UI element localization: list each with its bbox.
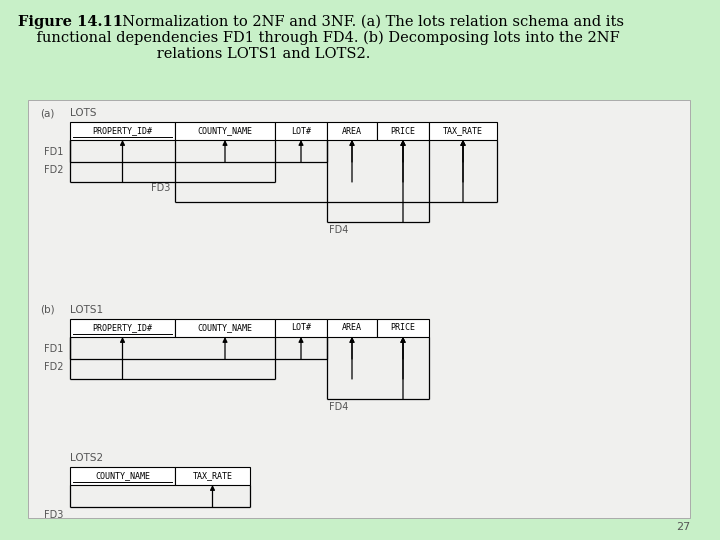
Text: FD3: FD3 bbox=[150, 183, 170, 193]
Bar bbox=[70, 467, 175, 485]
Bar bbox=[327, 319, 377, 337]
Text: FD1: FD1 bbox=[44, 147, 63, 157]
Text: TAX_RATE: TAX_RATE bbox=[192, 471, 233, 481]
Bar bbox=[175, 122, 275, 140]
Text: relations LOTS1 and LOTS2.: relations LOTS1 and LOTS2. bbox=[18, 47, 370, 61]
Text: FD1: FD1 bbox=[44, 344, 63, 354]
Text: PROPERTY_ID#: PROPERTY_ID# bbox=[92, 323, 153, 333]
Bar bbox=[429, 122, 497, 140]
Text: COUNTY_NAME: COUNTY_NAME bbox=[95, 471, 150, 481]
Text: Normalization to 2NF and 3NF. (a) The lots relation schema and its: Normalization to 2NF and 3NF. (a) The lo… bbox=[113, 15, 624, 29]
Text: functional dependencies FD1 through FD4. (b) Decomposing lots into the 2NF: functional dependencies FD1 through FD4.… bbox=[18, 31, 620, 45]
Bar bbox=[70, 122, 175, 140]
Bar bbox=[377, 319, 429, 337]
Text: FD2: FD2 bbox=[44, 362, 63, 372]
Text: AREA: AREA bbox=[342, 323, 362, 333]
Bar bbox=[70, 319, 175, 337]
Text: PRICE: PRICE bbox=[390, 126, 415, 136]
Text: LOT#: LOT# bbox=[291, 126, 311, 136]
Text: PRICE: PRICE bbox=[390, 323, 415, 333]
Text: FD4: FD4 bbox=[329, 225, 348, 235]
Text: LOTS1: LOTS1 bbox=[70, 305, 103, 315]
Text: FD4: FD4 bbox=[329, 402, 348, 412]
Bar bbox=[377, 122, 429, 140]
Bar bbox=[275, 122, 327, 140]
Text: LOTS: LOTS bbox=[70, 108, 96, 118]
Bar bbox=[175, 467, 250, 485]
Text: LOT#: LOT# bbox=[291, 323, 311, 333]
Text: 27: 27 bbox=[676, 522, 690, 532]
Text: PROPERTY_ID#: PROPERTY_ID# bbox=[92, 126, 153, 136]
Text: LOTS2: LOTS2 bbox=[70, 453, 103, 463]
Bar bbox=[327, 122, 377, 140]
Text: TAX_RATE: TAX_RATE bbox=[443, 126, 483, 136]
Text: Figure 14.11: Figure 14.11 bbox=[18, 15, 123, 29]
Text: COUNTY_NAME: COUNTY_NAME bbox=[197, 126, 253, 136]
Text: FD2: FD2 bbox=[44, 165, 63, 175]
Text: COUNTY_NAME: COUNTY_NAME bbox=[197, 323, 253, 333]
Bar bbox=[275, 319, 327, 337]
Bar bbox=[28, 100, 690, 518]
Text: (a): (a) bbox=[40, 108, 55, 118]
Text: FD3: FD3 bbox=[44, 510, 63, 520]
Text: (b): (b) bbox=[40, 305, 55, 315]
Bar bbox=[175, 319, 275, 337]
Text: AREA: AREA bbox=[342, 126, 362, 136]
